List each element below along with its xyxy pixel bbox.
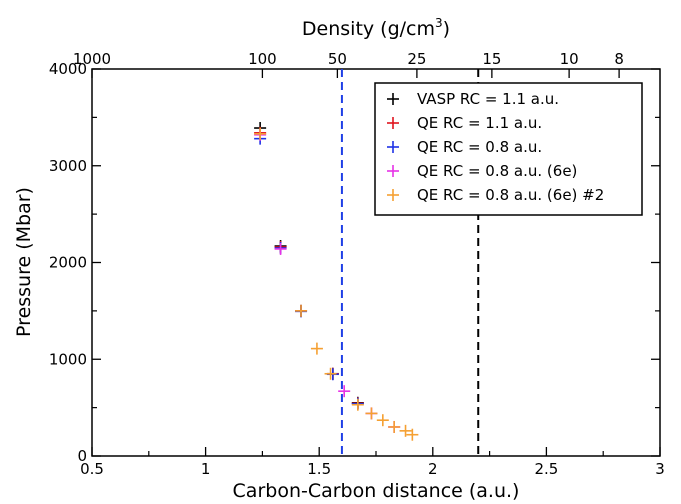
top-tick-label: 10 [560, 50, 579, 68]
top-axis-title-main: Density (g/cm [302, 18, 435, 40]
legend-label: QE RC = 1.1 a.u. [417, 114, 542, 132]
top-tick-label: 8 [614, 50, 624, 68]
y-tick-label: 1000 [49, 350, 87, 368]
data-point-series-5 [399, 424, 412, 437]
x-tick-label: 2 [428, 460, 438, 478]
top-tick-label: 25 [407, 50, 426, 68]
legend-entry: QE RC = 0.8 a.u. [387, 138, 542, 156]
data-point-series-5 [310, 342, 323, 355]
legend-entry: VASP RC = 1.1 a.u. [387, 90, 559, 108]
data-point-series-5 [324, 367, 337, 380]
legend-label: QE RC = 0.8 a.u. (6e) #2 [417, 186, 604, 204]
x-tick-label: 2.5 [534, 460, 558, 478]
data-point-series-5 [365, 407, 378, 420]
top-axis-title-close: ) [443, 18, 450, 40]
data-point-series-5 [406, 428, 419, 441]
legend-entry: QE RC = 1.1 a.u. [387, 114, 542, 132]
data-point-series-4 [338, 385, 351, 398]
data-point-series-5 [388, 420, 401, 433]
legend-box [374, 82, 643, 216]
legend: VASP RC = 1.1 a.u. QE RC = 1.1 a.u. QE RC … [374, 82, 643, 216]
x-axis-title: Carbon-Carbon distance (a.u.) [233, 480, 520, 502]
top-tick-label: 15 [482, 50, 501, 68]
data-points [254, 122, 419, 441]
legend-label: QE RC = 0.8 a.u. (6e) [417, 162, 577, 180]
x-tick-label: 1.5 [307, 460, 331, 478]
legend-label: VASP RC = 1.1 a.u. [417, 90, 559, 108]
data-point-series-4 [274, 242, 287, 255]
data-point-series-5 [351, 398, 364, 411]
y-tick-label: 2000 [49, 254, 87, 272]
y-axis-title: Pressure (Mbar) [13, 187, 35, 337]
top-axis-title-sup: 3 [435, 16, 443, 30]
y-tick-label: 4000 [49, 60, 87, 78]
top-tick-label: 50 [328, 50, 347, 68]
legend-label: QE RC = 0.8 a.u. [417, 138, 542, 156]
x-tick-label: 3 [655, 460, 665, 478]
data-point-series-5 [295, 304, 308, 317]
legend-entry: QE RC = 0.8 a.u. (6e) [387, 162, 577, 180]
top-tick-label: 1000 [73, 50, 111, 68]
data-point-series-5 [376, 414, 389, 427]
top-axis-title: Density (g/cm3) [302, 16, 450, 40]
y-tick-label: 0 [77, 447, 87, 465]
data-point-series-5 [254, 127, 267, 140]
legend-entry: QE RC = 0.8 a.u. (6e) #2 [387, 186, 604, 204]
top-tick-label: 100 [248, 50, 277, 68]
x-tick-label: 1 [201, 460, 211, 478]
x-tick-label: 0.5 [80, 460, 104, 478]
y-tick-label: 3000 [49, 157, 87, 175]
